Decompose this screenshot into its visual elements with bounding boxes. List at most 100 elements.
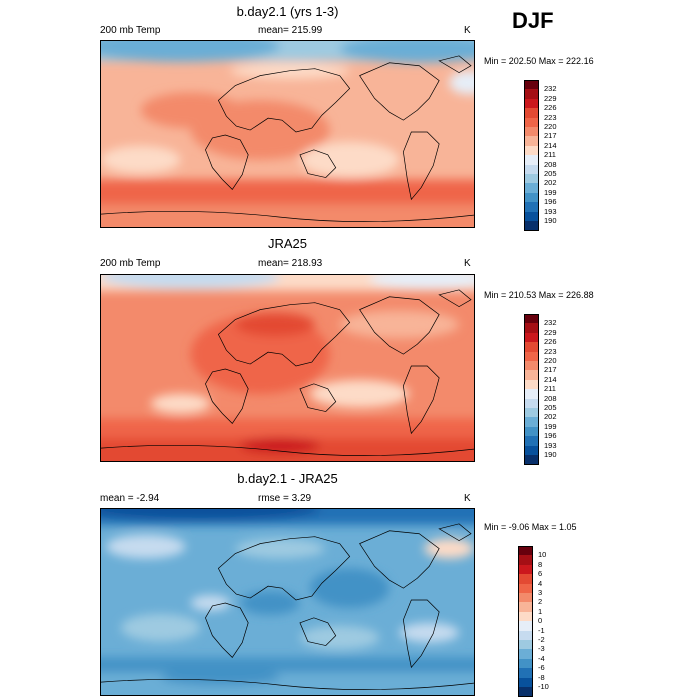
colorbar-swatch xyxy=(524,183,539,194)
colorbar-tick-label: 220 xyxy=(544,356,557,365)
colorbar-tick-label: 211 xyxy=(544,150,556,160)
panel3-mean-label: mean = -2.94 xyxy=(100,493,160,504)
colorbar-swatch xyxy=(524,89,539,100)
colorbar-swatch xyxy=(524,202,539,212)
colorbar-swatch xyxy=(518,687,533,697)
panel3-title: b.day2.1 - JRA25 xyxy=(237,471,338,486)
colorbar-swatch xyxy=(518,593,533,603)
colorbar-swatch xyxy=(524,426,539,437)
panel1-mean-label: mean= 215.99 xyxy=(258,25,323,36)
colorbar-tick-label: 205 xyxy=(544,403,557,412)
panel2-units-label: K xyxy=(464,258,471,269)
colorbar-swatch xyxy=(524,155,539,165)
colorbar-tick-label: 226 xyxy=(544,337,557,347)
colorbar-tick-label: 223 xyxy=(544,112,557,122)
colorbar-tick-label: 223 xyxy=(544,346,557,356)
colorbar-swatch xyxy=(518,649,533,660)
season-label: DJF xyxy=(512,8,554,33)
colorbar-swatch xyxy=(518,555,533,566)
colorbar-tick-label: 2 xyxy=(538,597,543,607)
colorbar-swatch xyxy=(524,98,539,109)
colorbar-swatch xyxy=(518,564,533,575)
panel2-mean-label: mean= 218.93 xyxy=(258,258,323,269)
colorbar-tick-label: 214 xyxy=(544,374,557,384)
colorbar-tick-label: 226 xyxy=(544,103,557,113)
colorbar-swatch xyxy=(524,221,539,231)
colorbar-swatch xyxy=(524,389,539,399)
panel3-minmax-label: Min = -9.06 Max = 1.05 xyxy=(484,522,577,532)
panel2-title: JRA25 xyxy=(267,236,308,251)
colorbar-swatch xyxy=(518,574,533,584)
panel3-field xyxy=(101,509,474,695)
colorbar-swatch xyxy=(524,145,539,156)
colorbar-tick-label: 205 xyxy=(544,169,557,178)
colorbar-swatch xyxy=(518,630,533,641)
colorbar-swatch xyxy=(524,211,539,222)
colorbar-swatch xyxy=(524,408,539,418)
colorbar-swatch xyxy=(524,108,539,118)
colorbar-swatch xyxy=(518,621,533,631)
colorbar-swatch xyxy=(524,323,539,334)
colorbar-swatch xyxy=(518,677,533,688)
colorbar-tick-label: 208 xyxy=(544,159,557,169)
colorbar-tick-label: 214 xyxy=(544,140,557,150)
colorbar-tick-label: 211 xyxy=(544,384,556,394)
colorbar-tick-label: -1 xyxy=(538,625,545,635)
colorbar-tick-label: 8 xyxy=(538,559,543,569)
colorbar-tick-label: 217 xyxy=(544,365,557,375)
colorbar-swatch xyxy=(524,370,539,381)
colorbar-tick-label: 196 xyxy=(544,197,557,207)
colorbar-tick-label: 190 xyxy=(544,450,557,459)
colorbar-tick-label: 202 xyxy=(544,178,557,188)
colorbar-tick-label: 190 xyxy=(544,216,557,225)
colorbar-tick-label: -2 xyxy=(538,635,545,644)
panel1-variable-label: 200 mb Temp xyxy=(100,25,161,36)
colorbar-tick-label: 193 xyxy=(544,206,557,216)
colorbar-swatch xyxy=(524,417,539,428)
colorbar-swatch xyxy=(518,611,533,622)
panel2-variable-label: 200 mb Temp xyxy=(100,258,161,269)
panel1-minmax-label: Min = 202.50 Max = 222.16 xyxy=(484,56,594,66)
panel3-map xyxy=(100,508,475,696)
colorbar-tick-label: 208 xyxy=(544,393,557,403)
colorbar-tick-label: 196 xyxy=(544,431,557,441)
colorbar-tick-label: -3 xyxy=(538,644,545,654)
colorbar-tick-label: -4 xyxy=(538,653,545,663)
colorbar-tick-label: 199 xyxy=(544,187,557,197)
colorbar-tick-label: 6 xyxy=(538,569,543,579)
colorbar-swatch xyxy=(524,192,539,203)
colorbar-swatch xyxy=(524,127,539,137)
colorbar-swatch xyxy=(518,640,533,650)
colorbar-swatch xyxy=(524,455,539,465)
colorbar-tick-label: 4 xyxy=(538,578,543,588)
colorbar-swatch xyxy=(518,668,533,678)
colorbar-tick-label: 193 xyxy=(544,440,557,450)
panel2-minmax-label: Min = 210.53 Max = 226.88 xyxy=(484,290,594,300)
colorbar-tick-label: 217 xyxy=(544,131,557,141)
panel3-rmse-label: rmse = 3.29 xyxy=(258,493,312,504)
colorbar-tick-label: 229 xyxy=(544,327,557,337)
colorbar-tick-label: 1 xyxy=(538,606,543,616)
colorbar-tick-label: -8 xyxy=(538,672,545,682)
panel1-units-label: K xyxy=(464,25,471,36)
colorbar-swatch xyxy=(524,314,539,324)
colorbar-swatch xyxy=(524,445,539,456)
colorbar-tick-label: 199 xyxy=(544,421,557,431)
colorbar-swatch xyxy=(518,583,533,594)
colorbar-swatch xyxy=(524,164,539,175)
colorbar-tick-label: 232 xyxy=(544,318,557,328)
colorbar-swatch xyxy=(524,136,539,147)
colorbar-swatch xyxy=(524,361,539,371)
panel1-field xyxy=(101,41,474,227)
colorbar-tick-label: 232 xyxy=(544,84,557,94)
colorbar-tick-label: -6 xyxy=(538,663,545,673)
colorbar-swatch xyxy=(524,80,539,90)
colorbar-tick-label: 220 xyxy=(544,122,557,131)
colorbar-tick-label: 0 xyxy=(538,616,543,626)
colorbar-swatch xyxy=(524,174,539,184)
colorbar-swatch xyxy=(524,398,539,409)
panel1-title: b.day2.1 (yrs 1-3) xyxy=(236,4,339,19)
panel1-map xyxy=(100,40,475,228)
colorbar-swatch xyxy=(524,436,539,446)
colorbar-swatch xyxy=(524,332,539,343)
